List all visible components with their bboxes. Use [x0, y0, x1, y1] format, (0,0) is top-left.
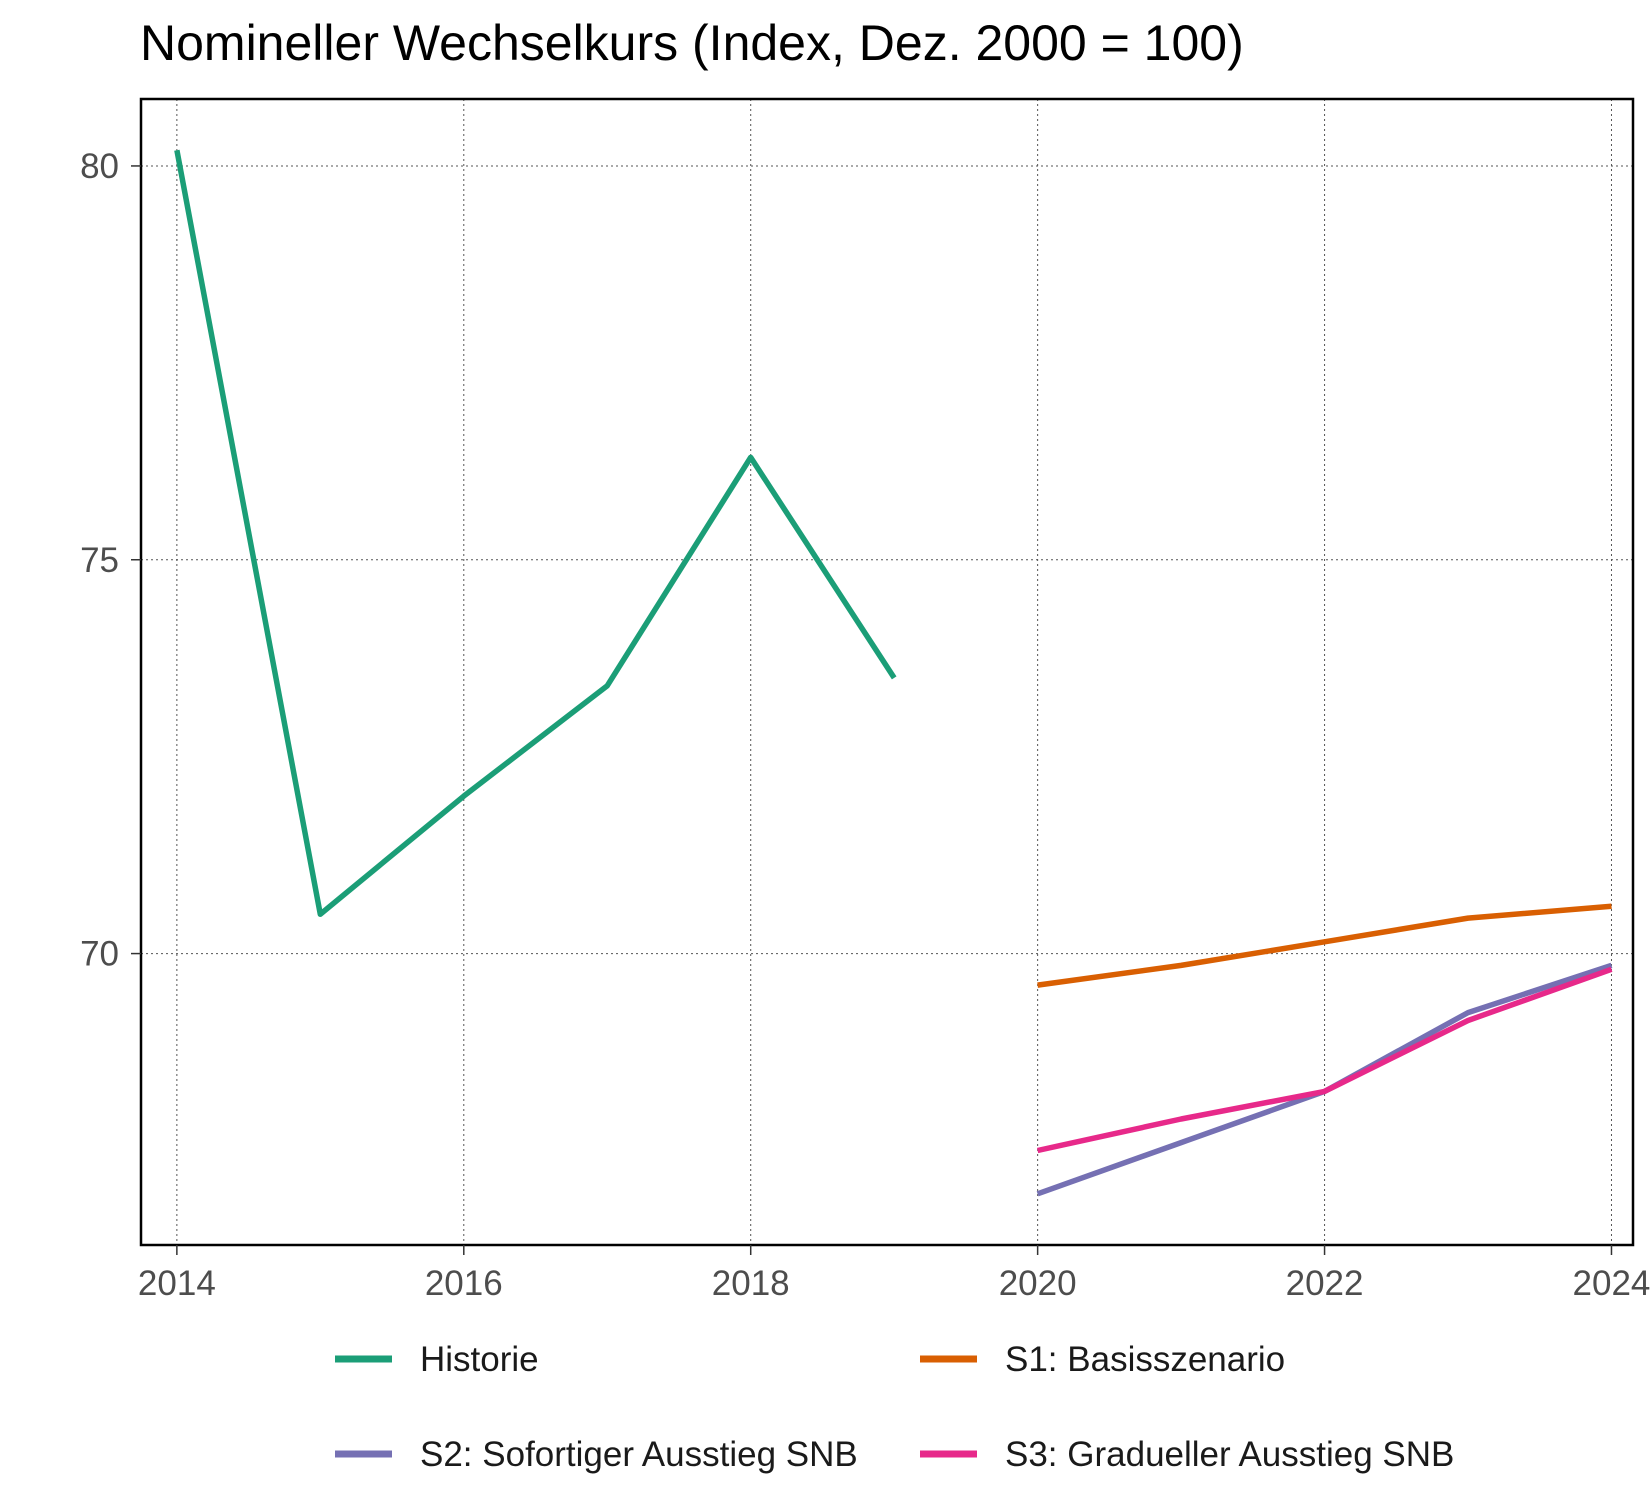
legend-label: S3: Gradueller Ausstieg SNB — [1005, 1435, 1454, 1474]
x-tick-label: 2020 — [999, 1264, 1077, 1303]
series-line-4 — [1037, 966, 1613, 1154]
legend-label: S2: Sofortiger Ausstieg SNB — [420, 1435, 858, 1474]
x-tick-label: 2024 — [1573, 1264, 1650, 1303]
x-tick-label: 2014 — [138, 1264, 216, 1303]
series-lines — [174, 149, 1613, 1197]
y-tick-label: 80 — [80, 147, 119, 186]
x-axis: 2014 2016 2018 2020 2022 2024 — [138, 1245, 1650, 1303]
legend: Historie S1: Basisszenario S2: Sofortiger … — [335, 1340, 1454, 1474]
x-tick-label: 2016 — [425, 1264, 503, 1303]
plot-frame — [139, 97, 1635, 1247]
y-axis: 70 75 80 — [80, 147, 141, 974]
grid — [141, 99, 1633, 1245]
legend-label: Historie — [420, 1340, 539, 1379]
series-line-1 — [174, 149, 897, 917]
y-tick-label: 70 — [80, 935, 119, 974]
chart-title: Nomineller Wechselkurs (Index, Dez. 2000… — [140, 15, 1244, 71]
x-tick-label: 2022 — [1286, 1264, 1364, 1303]
x-tick-label: 2018 — [712, 1264, 790, 1303]
legend-label: S1: Basisszenario — [1005, 1340, 1285, 1379]
series-line-2 — [1037, 903, 1612, 988]
y-tick-label: 75 — [80, 541, 119, 580]
